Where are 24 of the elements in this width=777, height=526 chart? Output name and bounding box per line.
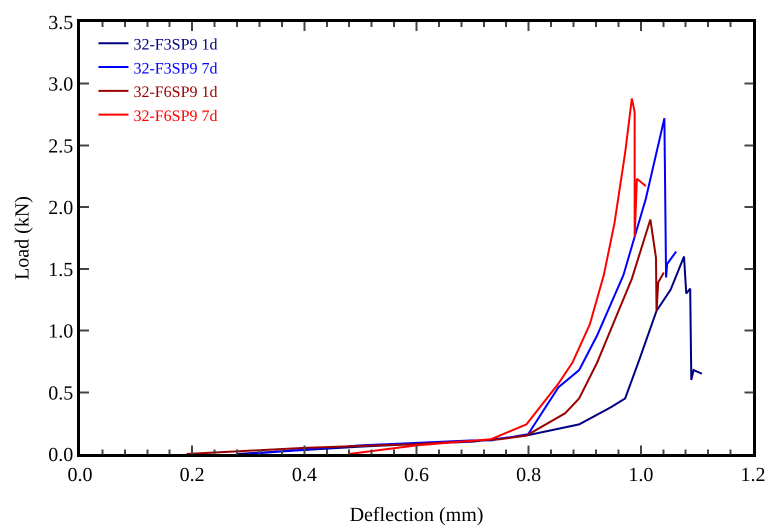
y-tick-label: 2.0 — [48, 197, 74, 220]
line-series — [348, 98, 647, 454]
x-tick-label: 0.6 — [404, 464, 429, 486]
x-tick-label: 0.4 — [292, 464, 317, 486]
y-tick-label: 3.5 — [48, 12, 74, 34]
legend-label: 32-F3SP9 7d — [133, 60, 218, 78]
y-tick-label: 0.5 — [48, 382, 74, 404]
y-tick-label: 1.5 — [48, 258, 74, 281]
line-series — [247, 117, 678, 454]
legend-label: 32-F6SP9 7d — [133, 108, 218, 125]
x-tick-label: 0.2 — [180, 464, 205, 486]
line-series — [186, 218, 665, 454]
x-tick-label: 1.0 — [628, 464, 654, 486]
y-tick-label: 3.0 — [48, 74, 74, 96]
y-tick-label: 1.0 — [48, 320, 74, 343]
legend-label: 32-F6SP9 1d — [133, 84, 218, 102]
x-axis-title: Deflection (mm) — [350, 504, 484, 526]
y-tick-label: 0.0 — [48, 444, 74, 466]
x-tick-label: 0.8 — [516, 464, 542, 486]
legend-label: 32-F3SP9 1d — [133, 36, 218, 54]
x-tick-label: 1.2 — [740, 464, 766, 486]
y-tick-label: 2.5 — [48, 135, 74, 158]
x-tick-label: 0.0 — [68, 464, 92, 486]
y-axis-title: Load (kN) — [12, 196, 34, 280]
